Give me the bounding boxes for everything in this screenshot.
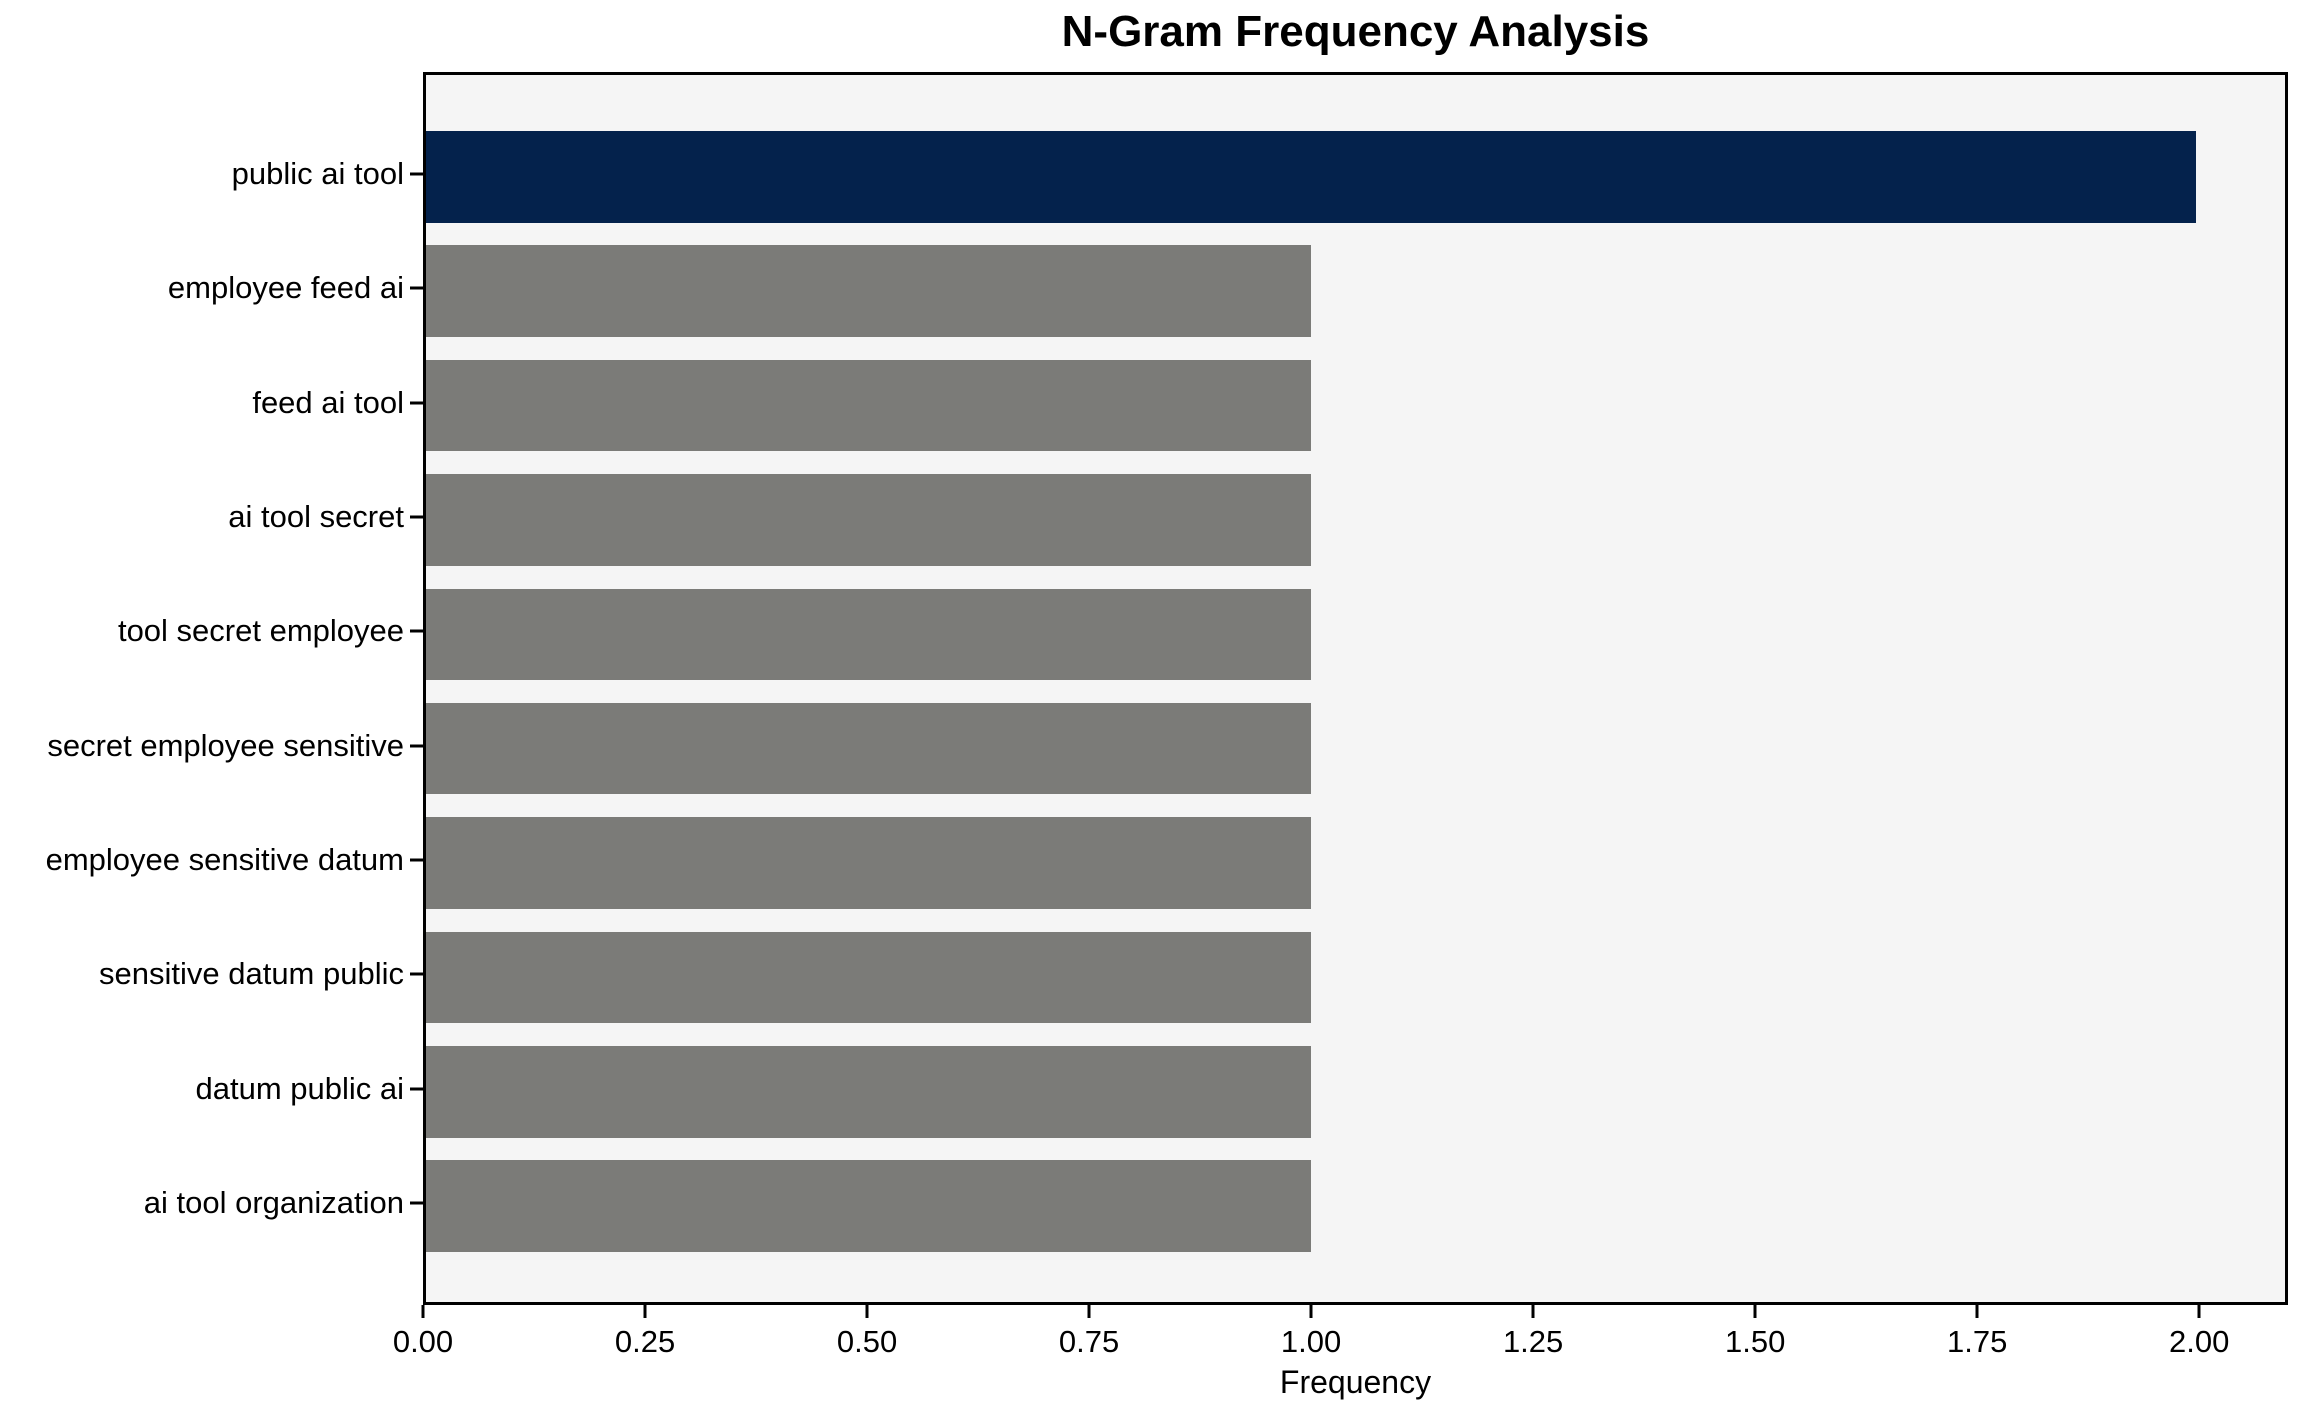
x-tick-mark [1531, 1305, 1535, 1318]
y-tick-label: ai tool secret [228, 498, 404, 534]
x-tick-label: 2.00 [2169, 1324, 2230, 1359]
y-tick-label: feed ai tool [252, 384, 404, 420]
x-tick-label: 1.00 [1280, 1324, 1342, 1359]
x-tick-label: 1.50 [1724, 1324, 1786, 1359]
x-tick-mark [865, 1305, 869, 1318]
x-tick-mark [1087, 1305, 1091, 1318]
y-tick-mark [410, 629, 423, 633]
x-tick-label: 0.00 [392, 1324, 454, 1359]
x-tick-mark [1753, 1305, 1757, 1318]
bar [426, 588, 1312, 681]
bar [426, 359, 1312, 452]
x-tick-mark [1309, 1305, 1313, 1318]
x-axis-title: Frequency [1279, 1364, 1432, 1400]
y-tick-mark [410, 172, 423, 176]
chart-title: N-Gram Frequency Analysis [1061, 7, 1650, 56]
plot-area [423, 72, 2288, 1305]
x-tick-label: 0.75 [1058, 1324, 1120, 1359]
x-tick-label: 1.25 [1502, 1324, 1564, 1359]
x-tick-label: 1.75 [1946, 1324, 2008, 1359]
x-tick-mark [643, 1305, 647, 1318]
y-tick-label: sensitive datum public [99, 956, 404, 992]
y-tick-label: employee feed ai [167, 270, 404, 306]
y-tick-mark [410, 1087, 423, 1091]
x-tick-mark [1975, 1305, 1979, 1318]
x-tick-mark [421, 1305, 425, 1318]
y-tick-mark [410, 401, 423, 405]
bar [426, 245, 1312, 337]
y-tick-mark [410, 972, 423, 976]
bar [426, 702, 1312, 795]
x-tick-label: 0.50 [836, 1324, 898, 1359]
y-tick-mark [410, 858, 423, 862]
y-tick-mark [410, 515, 423, 519]
bar [426, 474, 1312, 566]
bar [426, 1160, 1312, 1252]
y-tick-mark [410, 286, 423, 290]
y-tick-label: secret employee sensitive [47, 727, 404, 763]
x-tick-mark [2197, 1305, 2201, 1318]
bar [426, 931, 1312, 1024]
y-tick-mark [410, 1201, 423, 1205]
y-tick-label: tool secret employee [117, 613, 404, 649]
bars-layer [426, 75, 2285, 1302]
x-tick-label: 0.25 [614, 1324, 676, 1359]
bar [426, 1046, 1312, 1138]
y-tick-label: datum public ai [195, 1070, 404, 1106]
bar [426, 817, 1312, 909]
bar [426, 131, 2197, 223]
y-tick-label: ai tool organization [143, 1185, 404, 1221]
y-tick-label: public ai tool [231, 155, 404, 191]
y-tick-label: employee sensitive datum [45, 842, 404, 878]
y-tick-mark [410, 744, 423, 748]
